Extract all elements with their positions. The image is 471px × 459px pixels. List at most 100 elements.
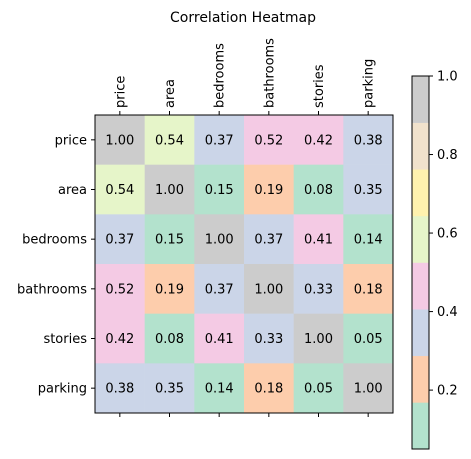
column-tick-label: bedrooms — [213, 43, 228, 108]
heatmap-cell-price-stories — [293, 115, 344, 165]
heatmap-cell-label: 1.00 — [254, 282, 283, 297]
colorbar-tick-label: 0.4 — [437, 305, 458, 320]
column-tick-label: parking — [362, 59, 377, 108]
heatmap-cell-label: 0.52 — [254, 133, 283, 148]
heatmap-cell-bedrooms-bathrooms — [244, 214, 294, 265]
colorbar-tick-label: 1.0 — [437, 70, 458, 85]
row-tick-label: bedrooms — [22, 233, 87, 248]
row-tick-label: area — [58, 183, 87, 198]
heatmap-cell-parking-area — [144, 363, 195, 414]
heatmap-cell-area-parking — [343, 164, 394, 215]
heatmap-cell-label: 0.15 — [205, 183, 234, 198]
heatmap-cell-label: 1.00 — [354, 382, 383, 397]
heatmap-cell-label: 0.38 — [354, 133, 383, 148]
row-tick-labels: price area bedrooms bathrooms stories parking — [17, 133, 95, 397]
heatmap-cell-label: 0.52 — [105, 282, 134, 297]
heatmap-cell-bedrooms-stories — [293, 214, 344, 265]
heatmap-cell-label: 0.41 — [205, 332, 234, 347]
heatmap-cell-parking-bedrooms — [194, 363, 245, 414]
chart-title: Correlation Heatmap — [170, 10, 316, 26]
row-tick-label: stories — [43, 332, 87, 347]
colorbar-segment — [412, 402, 429, 450]
colorbar: 0.2 0.4 0.6 0.8 1.0 — [411, 70, 458, 450]
column-tick-label: area — [163, 79, 178, 108]
column-tick-labels: price area bedrooms bathrooms stories parking — [113, 38, 377, 417]
heatmap-cell-label: 0.35 — [354, 183, 383, 198]
heatmap-cell-label: 0.42 — [105, 332, 134, 347]
colorbar-segment — [412, 309, 429, 357]
heatmap-cell-label: 1.00 — [304, 332, 333, 347]
column-tick-label: price — [113, 76, 128, 108]
heatmap-cell-area-bedrooms — [194, 164, 245, 215]
heatmap-cell-stories-bathrooms — [244, 313, 294, 364]
heatmap-cell-price-price — [95, 115, 145, 165]
heatmap-cell-bathrooms-stories — [293, 264, 344, 314]
heatmap-cell-label: 0.19 — [254, 183, 283, 198]
heatmap-cell-label: 0.14 — [205, 382, 234, 397]
heatmap-cells — [95, 115, 394, 414]
heatmap-cell-area-stories — [293, 164, 344, 215]
heatmap-value-labels: 1.00 0.54 0.37 0.52 0.42 0.38 0.54 1.00 0.15 0.19… — [105, 133, 382, 396]
heatmap-cell-area-bathrooms — [244, 164, 294, 215]
heatmap-cell-price-bedrooms — [194, 115, 245, 165]
colorbar-tick-label: 0.8 — [437, 148, 458, 163]
heatmap-cell-area-area — [144, 164, 195, 215]
heatmap-cell-price-area — [144, 115, 195, 165]
heatmap-cell-label: 0.18 — [254, 382, 283, 397]
heatmap-cell-label: 0.37 — [205, 133, 234, 148]
heatmap-cell-label: 0.33 — [304, 282, 333, 297]
heatmap-cell-label: 1.00 — [105, 133, 134, 148]
heatmap-cell-stories-bedrooms — [194, 313, 245, 364]
heatmap-cell-label: 0.33 — [254, 332, 283, 347]
heatmap-cell-bathrooms-bedrooms — [194, 264, 245, 314]
heatmap-cell-label: 0.37 — [205, 282, 234, 297]
heatmap-cell-label: 0.35 — [155, 382, 184, 397]
heatmap-cell-bathrooms-bathrooms — [244, 264, 294, 314]
row-tick-label: bathrooms — [17, 282, 87, 297]
heatmap-cell-label: 0.05 — [304, 382, 333, 397]
colorbar-tick-label: 0.2 — [437, 384, 458, 399]
heatmap-cell-label: 0.19 — [155, 282, 184, 297]
heatmap-cell-label: 0.08 — [155, 332, 184, 347]
heatmap-cell-label: 0.18 — [354, 282, 383, 297]
heatmap-cell-label: 0.37 — [254, 233, 283, 248]
column-tick-label: stories — [312, 64, 327, 108]
heatmap-cell-price-parking — [343, 115, 394, 165]
heatmap-cell-bedrooms-price — [95, 214, 145, 265]
heatmap-cell-label: 0.15 — [155, 233, 184, 248]
heatmap-cell-stories-parking — [343, 313, 394, 364]
heatmap-cell-label: 0.54 — [105, 183, 134, 198]
colorbar-segment — [412, 169, 429, 217]
heatmap-cell-label: 0.08 — [304, 183, 333, 198]
heatmap-cell-parking-bathrooms — [244, 363, 294, 414]
heatmap-cell-label: 0.37 — [105, 233, 134, 248]
heatmap-cell-label: 0.41 — [304, 233, 333, 248]
row-tick-label: price — [55, 133, 87, 148]
heatmap-cell-stories-area — [144, 313, 195, 364]
heatmap-cell-parking-parking — [343, 363, 394, 414]
heatmap-cell-label: 0.05 — [354, 332, 383, 347]
heatmap-cell-label: 0.42 — [304, 133, 333, 148]
heatmap-frame — [94, 114, 394, 414]
heatmap-cell-stories-stories — [293, 313, 344, 364]
heatmap-cell-stories-price — [95, 313, 145, 364]
colorbar-segment — [412, 262, 429, 310]
heatmap-cell-label: 0.38 — [105, 382, 134, 397]
heatmap-cell-label: 1.00 — [205, 233, 234, 248]
colorbar-tick-label: 0.6 — [437, 227, 458, 242]
heatmap-cell-label: 0.14 — [354, 233, 383, 248]
heatmap-cell-bedrooms-bedrooms — [194, 214, 245, 265]
heatmap-cell-label: 1.00 — [155, 183, 184, 198]
colorbar-segment — [412, 122, 429, 170]
heatmap-cell-bedrooms-area — [144, 214, 195, 265]
colorbar-frame — [411, 75, 430, 450]
heatmap-cell-bathrooms-area — [144, 264, 195, 314]
colorbar-segment — [412, 76, 429, 123]
colorbar-segment — [412, 215, 429, 263]
heatmap-cell-parking-stories — [293, 363, 344, 414]
heatmap-cell-parking-price — [95, 363, 145, 414]
heatmap-cell-price-bathrooms — [244, 115, 294, 165]
heatmap-cell-bedrooms-parking — [343, 214, 394, 265]
row-tick-label: parking — [38, 382, 87, 397]
